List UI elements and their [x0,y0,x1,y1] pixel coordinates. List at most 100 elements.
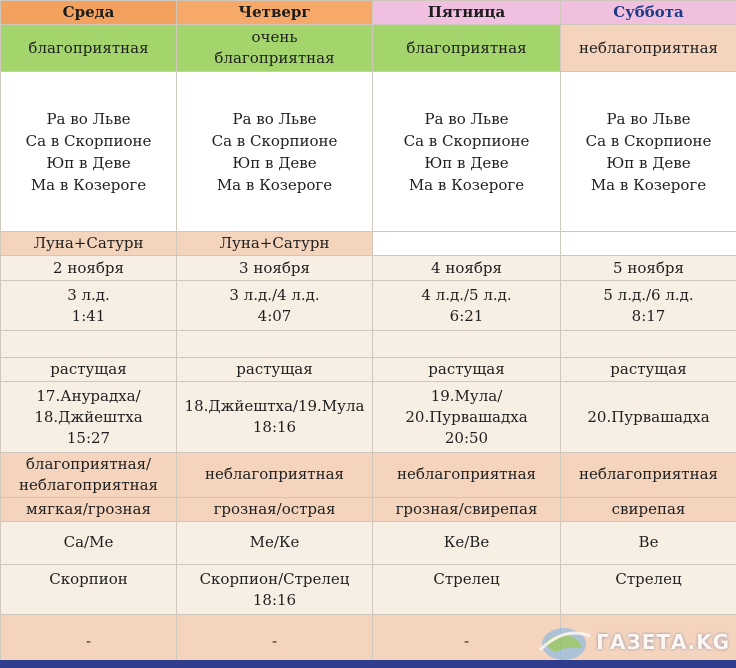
conjunction-sat [560,231,736,257]
moon-phase-sat: растущая [560,356,736,383]
lunar-day-sat: 5 л.д./6 л.д. 8:17 [560,279,736,332]
lunar-day-thu: 3 л.д./4 л.д. 4:07 [176,279,373,332]
last-sat: - [560,614,736,668]
last-row: - - - - [0,614,736,668]
day-header-fri: Пятница [372,0,561,26]
conjunction-fri [372,231,561,257]
quality-thu-line1: очень [251,28,298,47]
watermark-text: ГАЗЕТА.KG [596,630,730,654]
footer-bar [0,660,736,668]
last-wed: - [0,614,177,668]
empty-wed [0,330,177,358]
sign-line: Стрелец [615,569,682,588]
nature-fri: грозная/свирепая [372,496,561,522]
quality-wed: благоприятная [0,24,177,72]
watermark-logo: ГАЗЕТА.KG [536,620,730,664]
nakshatra-quality-sat: неблагоприятная [560,452,736,498]
lunar-day-label: 4 л.д./5 л.д. [421,285,512,304]
nakshatra-quality-fri: неблагоприятная [372,452,561,498]
nakshatra-quality-row: благоприятная/ неблагоприятная неблагопр… [0,452,736,498]
nakshatra-quality-thu: неблагоприятная [176,452,373,498]
day-header-thu: Четверг [176,0,373,26]
planets-wed: Ра во Льве Са в Скорпионе Юп в Деве Ма в… [0,70,177,233]
lunar-day-fri: 4 л.д./5 л.д. 6:21 [372,279,561,332]
rulers-row: Са/Ме Ме/Ке Ке/Ве Ве [0,520,736,565]
planet-line: Ма в Козероге [30,175,147,194]
empty-fri [372,330,561,358]
day-header-sat: Суббота [560,0,736,26]
sign-time: 18:16 [252,590,297,609]
planet-line: Са в Скорпионе [25,131,152,150]
nakshatra-quality-wed: благоприятная/ неблагоприятная [0,452,177,498]
nature-wed: мягкая/грозная [0,496,177,522]
sign-line: Стрелец [433,569,500,588]
quality-sat: неблагоприятная [560,24,736,72]
rulers-wed: Са/Ме [0,520,177,565]
nakshatra-line: 20.Пурвашадха [405,407,528,426]
rulers-thu: Ме/Ке [176,520,373,565]
nakshatra-row: 17.Анурадха/ 18.Джйештха 15:27 18.Джйешт… [0,381,736,454]
planet-line: Юп в Деве [232,153,317,172]
last-fri: - [372,614,561,668]
planet-line: Ра во Льве [232,109,317,128]
sign-fri: Стрелец [372,563,561,616]
date-wed: 2 ноября [0,255,177,281]
nakshatra-sat: 20.Пурвашадха [560,381,736,454]
lunar-day-row: 3 л.д. 1:41 3 л.д./4 л.д. 4:07 4 л.д./5 … [0,279,736,332]
sign-line: Скорпион [49,569,128,588]
conjunction-thu: Луна+Сатурн [176,231,373,257]
moon-phase-wed: растущая [0,356,177,383]
lunar-day-label: 3 л.д. [67,285,110,304]
moon-phase-fri: растущая [372,356,561,383]
empty-sat [560,330,736,358]
date-thu: 3 ноября [176,255,373,281]
date-sat: 5 ноября [560,255,736,281]
empty-row [0,330,736,358]
lunar-day-time: 1:41 [71,306,106,325]
quality-fri: благоприятная [372,24,561,72]
planet-line: Юп в Деве [46,153,131,172]
planet-line: Ра во Льве [606,109,691,128]
nakshatra-line: 17.Анурадха/ [36,386,141,405]
nature-sat: свирепая [560,496,736,522]
moon-phase-thu: растущая [176,356,373,383]
nakshatra-line: 19.Мула/ [430,386,503,405]
lunar-day-label: 3 л.д./4 л.д. [229,285,320,304]
rulers-sat: Ве [560,520,736,565]
planet-line: Са в Скорпионе [403,131,530,150]
planet-line: Юп в Деве [606,153,691,172]
planet-line: Ра во Льве [424,109,509,128]
planets-thu: Ра во Льве Са в Скорпионе Юп в Деве Ма в… [176,70,373,233]
nakshatra-line: 18.Джйештха [34,407,143,426]
planet-line: Юп в Деве [424,153,509,172]
sign-thu: Скорпион/Стрелец 18:16 [176,563,373,616]
planets-sat: Ра во Льве Са в Скорпионе Юп в Деве Ма в… [560,70,736,233]
nakshatra-fri: 19.Мула/ 20.Пурвашадха 20:50 [372,381,561,454]
nakshatra-line: 18.Джйештха/19.Мула [184,397,365,416]
sign-wed: Скорпион [0,563,177,616]
date-fri: 4 ноября [372,255,561,281]
conjunction-wed: Луна+Сатурн [0,231,177,257]
planets-row: Ра во Льве Са в Скорпионе Юп в Деве Ма в… [0,70,736,233]
lunar-day-wed: 3 л.д. 1:41 [0,279,177,332]
globe-icon [539,628,591,660]
nakshatra-time: 15:27 [66,428,111,447]
nakshatra-time: 18:16 [252,418,297,437]
moon-phase-row: растущая растущая растущая растущая [0,356,736,383]
lunar-day-time: 8:17 [631,306,666,325]
nature-thu: грозная/острая [176,496,373,522]
planet-line: Са в Скорпионе [211,131,338,150]
planets-fri: Ра во Льве Са в Скорпионе Юп в Деве Ма в… [372,70,561,233]
nature-row: мягкая/грозная грозная/острая грозная/св… [0,496,736,522]
nakshatra-quality-line: неблагоприятная [18,475,159,494]
empty-thu [176,330,373,358]
sign-sat: Стрелец [560,563,736,616]
planet-line: Ра во Льве [46,109,131,128]
nakshatra-quality-line: благоприятная/ [25,454,152,473]
quality-thu: очень благоприятная [176,24,373,72]
conjunction-row: Луна+Сатурн Луна+Сатурн [0,231,736,257]
planet-line: Ма в Козероге [408,175,525,194]
planet-line: Ма в Козероге [216,175,333,194]
